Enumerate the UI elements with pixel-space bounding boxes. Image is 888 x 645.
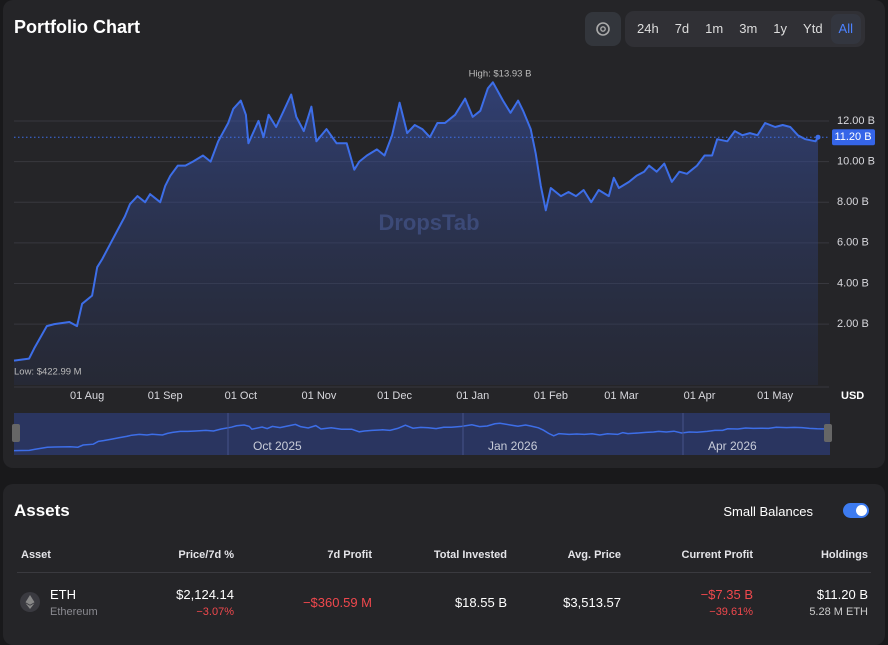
y-tick-label: 6.00 B bbox=[837, 237, 869, 249]
column-header: Current Profit bbox=[681, 549, 754, 561]
settings-button[interactable] bbox=[585, 12, 621, 46]
gear-icon bbox=[596, 22, 610, 36]
range-button[interactable]: 1y bbox=[773, 21, 788, 36]
y-tick-label: 4.00 B bbox=[837, 277, 869, 289]
navigator-label: Oct 2025 bbox=[253, 439, 302, 453]
x-tick-label: 01 Nov bbox=[302, 390, 337, 402]
range-button[interactable]: All bbox=[830, 14, 861, 44]
current-dot bbox=[815, 134, 821, 140]
navigator-line bbox=[13, 422, 831, 452]
chart-panel: 2.00 B 4.00 B 6.00 B 8.00 B 10.00 B 12.00 B 01… bbox=[3, 0, 885, 468]
title: Portfolio Chart bbox=[14, 17, 140, 37]
assets-panel: Assets Small Balances Asset Price/7d % 7d … bbox=[3, 484, 885, 645]
navigator-label: Jan 2026 bbox=[488, 439, 538, 453]
chart: 2.00 B 4.00 B 6.00 B 8.00 B 10.00 B 12.00 B 01… bbox=[12, 69, 875, 455]
column-header: 7d Profit bbox=[327, 549, 372, 561]
x-tick-label: 01 May bbox=[757, 390, 794, 402]
change-7d: −3.07% bbox=[196, 606, 234, 618]
y-tick-label: 10.00 B bbox=[837, 155, 875, 167]
current-tag bbox=[832, 129, 875, 146]
y-tick-label: 2.00 B bbox=[837, 318, 869, 330]
invested: $18.55 B bbox=[454, 595, 507, 610]
holdings: $11.20 B bbox=[816, 587, 868, 602]
x-tick-label: 01 Apr bbox=[684, 390, 716, 402]
assets-title: Assets bbox=[14, 501, 70, 520]
column-header: Avg. Price bbox=[567, 549, 621, 561]
avg-price: $3,513.57 bbox=[563, 595, 621, 610]
area bbox=[14, 82, 818, 386]
column-header: Total Invested bbox=[433, 549, 507, 561]
x-tick-label: 01 Oct bbox=[225, 390, 257, 402]
x-tick-label: 01 Feb bbox=[534, 390, 568, 402]
range-button[interactable]: 7d bbox=[674, 21, 690, 36]
eth-icon bbox=[20, 592, 40, 612]
column-header: Price/7d % bbox=[178, 549, 234, 561]
x-tick-label: 01 Dec bbox=[377, 390, 412, 402]
profit-7d: −$360.59 M bbox=[302, 595, 372, 610]
x-tick-label: 01 Sep bbox=[148, 390, 183, 402]
x-tick-label: 01 Jan bbox=[456, 390, 489, 402]
eth-glyph bbox=[25, 595, 35, 609]
navigator-handle bbox=[12, 424, 20, 442]
current-profit-pct: −39.61% bbox=[709, 606, 753, 618]
divider bbox=[17, 572, 871, 573]
range-button[interactable]: 24h bbox=[637, 21, 659, 36]
asset-name: Ethereum bbox=[50, 606, 98, 618]
asset-symbol: ETH bbox=[50, 587, 76, 602]
column-header: Asset bbox=[21, 549, 51, 561]
y-tick-label: 8.00 B bbox=[837, 196, 869, 208]
current-profit: −$7.35 B bbox=[700, 587, 753, 602]
range-selector: 24h 7d 1m 3m 1y Ytd All bbox=[625, 11, 865, 47]
holdings-amount: 5.28 M ETH bbox=[809, 606, 868, 618]
price: $2,124.14 bbox=[176, 587, 234, 602]
line bbox=[13, 81, 819, 362]
navigator-handle bbox=[824, 424, 832, 442]
range-button[interactable]: 3m bbox=[739, 21, 758, 36]
range-button[interactable]: Ytd bbox=[803, 21, 823, 36]
range-button[interactable]: 1m bbox=[705, 21, 724, 36]
toggle-label: Small Balances bbox=[723, 504, 813, 519]
toggle[interactable] bbox=[843, 503, 869, 518]
high-label: High: $13.93 B bbox=[469, 69, 532, 80]
x-tick-label: 01 Aug bbox=[70, 390, 104, 402]
low-label: Low: $422.99 M bbox=[14, 367, 82, 378]
unit-label: USD bbox=[841, 390, 864, 402]
column-header: Holdings bbox=[820, 549, 868, 561]
watermark: DropsTab bbox=[378, 210, 479, 235]
navigator-label: Apr 2026 bbox=[708, 439, 757, 453]
current-label: 11.20 B bbox=[834, 131, 871, 143]
x-tick-label: 01 Mar bbox=[604, 390, 639, 402]
y-tick-label: 12.00 B bbox=[837, 115, 875, 127]
